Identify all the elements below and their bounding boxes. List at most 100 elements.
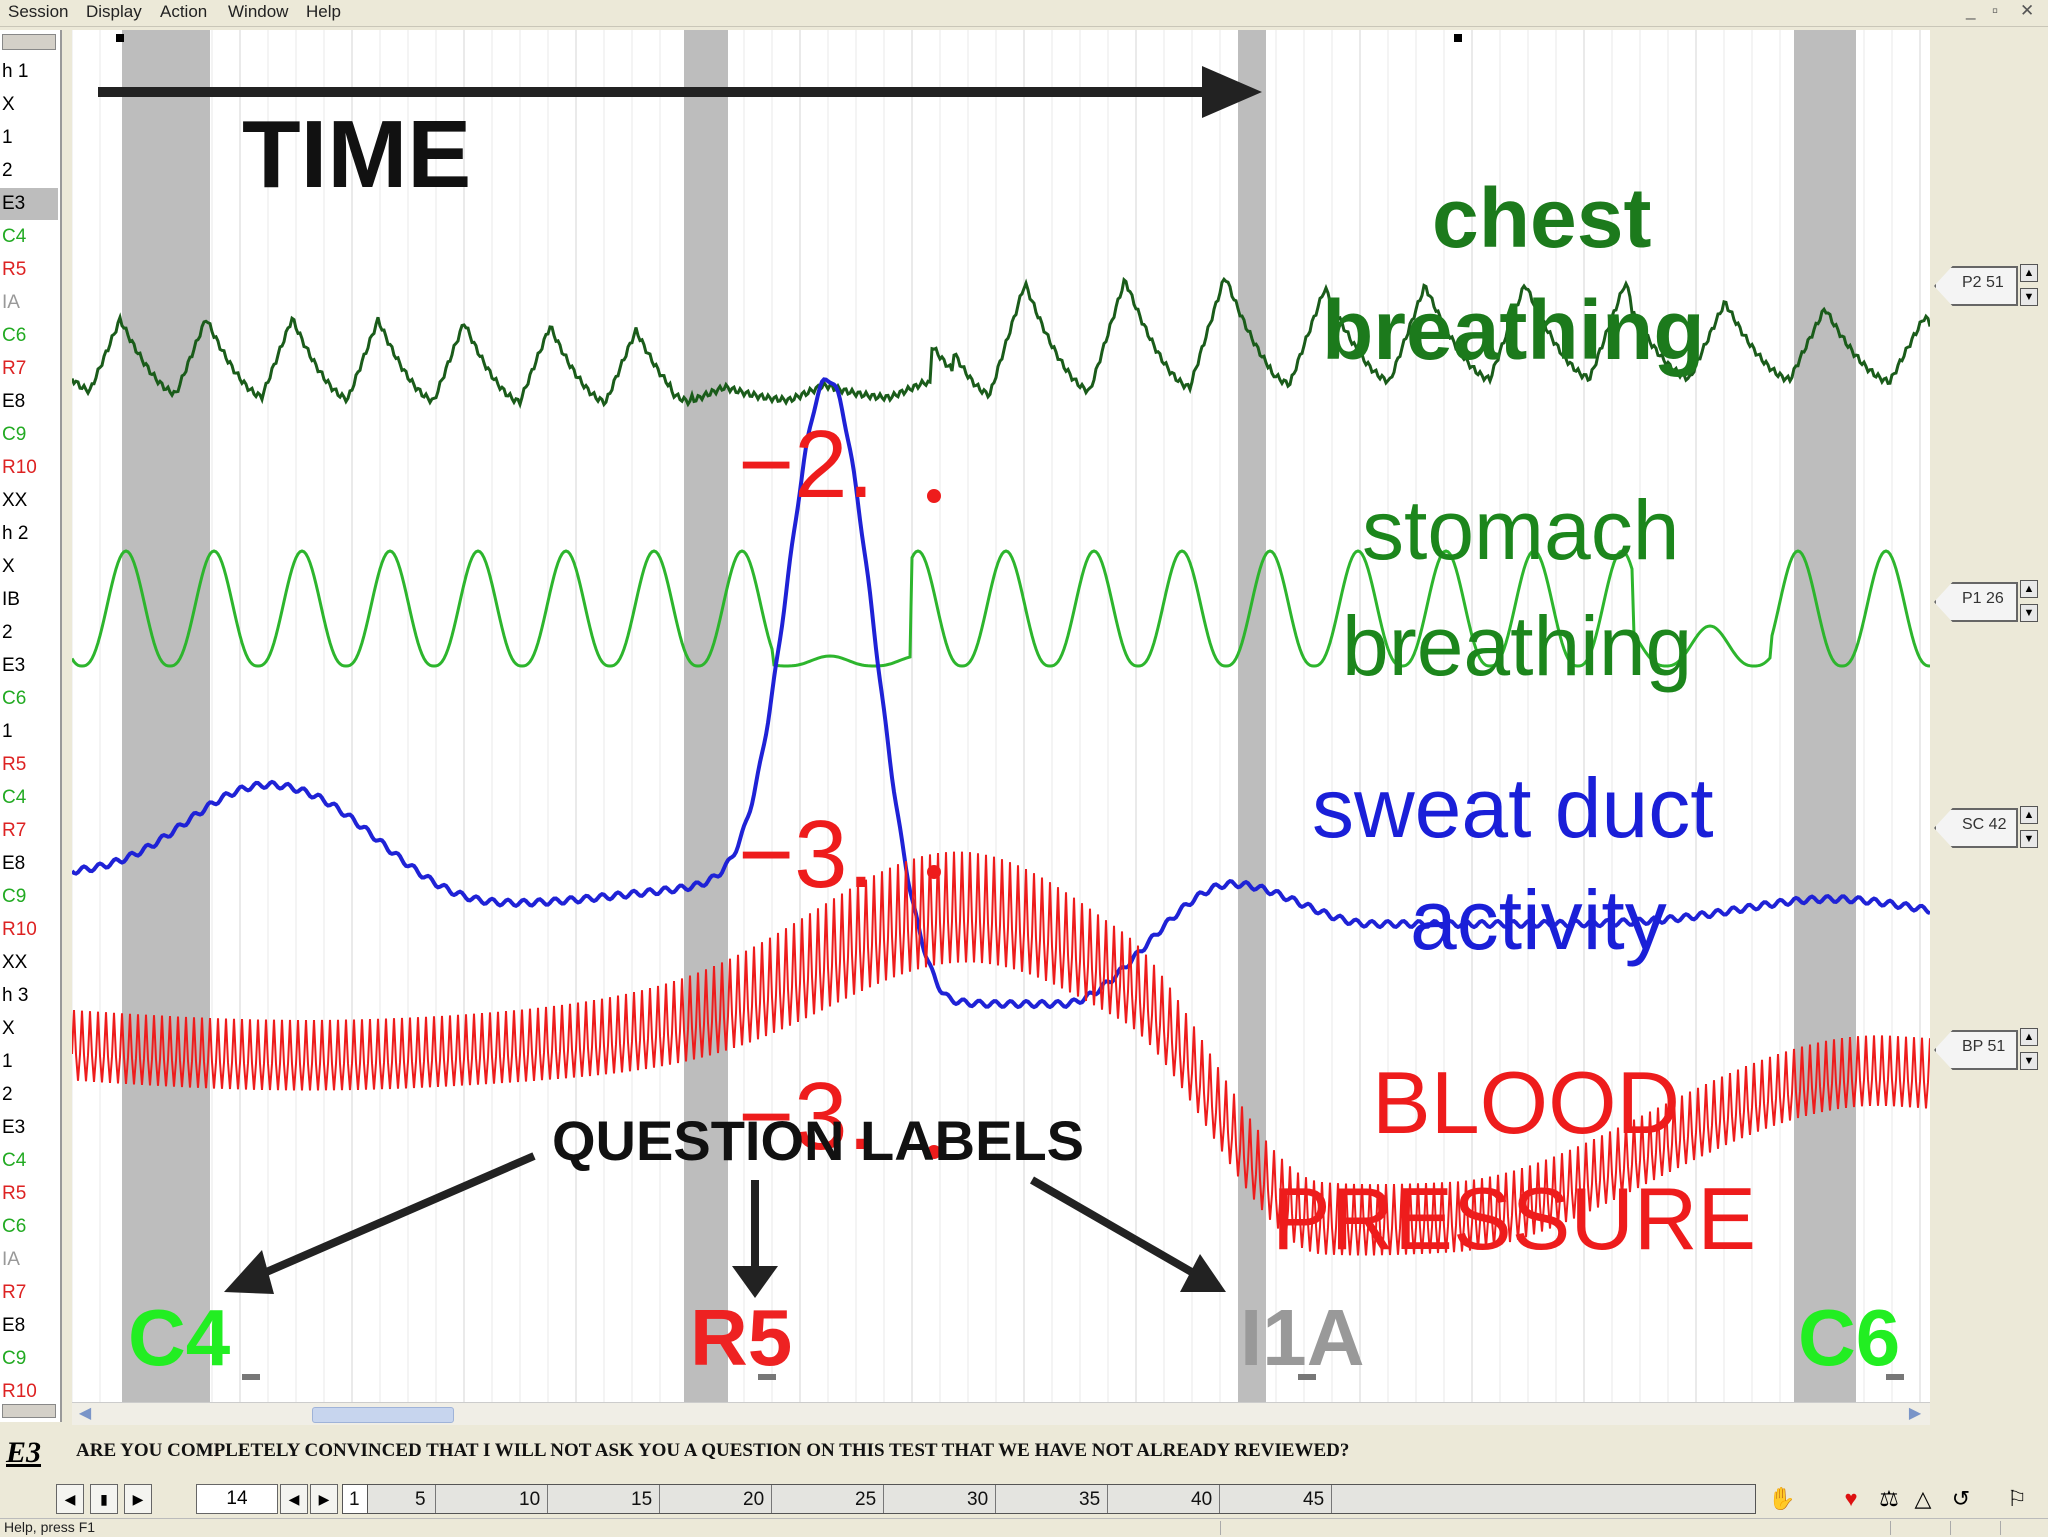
sweat-duct-label-2: activity [1410, 873, 1667, 967]
question-list-item[interactable]: 2 [2, 622, 13, 643]
previous-icon[interactable]: ◀ [56, 1484, 84, 1514]
question-list-item[interactable]: R7 [2, 358, 27, 379]
channel-bp[interactable]: BP 51 ▲ ▼ [1934, 1020, 2040, 1076]
question-list-item[interactable]: R10 [2, 919, 37, 940]
question-list-item[interactable]: R10 [2, 457, 37, 478]
question-band [684, 30, 728, 1402]
page-next-icon[interactable]: ▶ [310, 1484, 338, 1514]
question-list-item[interactable]: C6 [2, 1216, 27, 1237]
question-list-item[interactable]: C9 [2, 424, 27, 445]
question-list-item[interactable]: R10 [2, 1381, 37, 1402]
menu-window[interactable]: Window [228, 2, 289, 21]
question-list-item[interactable]: 2 [2, 160, 13, 181]
arrow-up-icon[interactable]: ▲ [2020, 580, 2038, 598]
question-list-item[interactable]: XX [2, 952, 28, 973]
question-list-item[interactable]: X [2, 94, 15, 115]
list-scroll-down[interactable] [2, 1404, 56, 1418]
question-list-item[interactable]: 1 [2, 721, 13, 742]
question-list-item[interactable]: IA [2, 292, 20, 313]
question-list-item[interactable]: E3 [2, 1117, 26, 1138]
question-list-item[interactable]: 1 [2, 127, 13, 148]
ruler-tick-label: 20 [743, 1489, 765, 1510]
question-list-item[interactable]: C4 [2, 1150, 27, 1171]
chart-ruler[interactable]: 1 5 10 15 20 25 30 35 40 45 [342, 1484, 1756, 1514]
arrow-up-icon[interactable]: ▲ [2020, 806, 2038, 824]
question-list-item[interactable]: R7 [2, 1282, 27, 1303]
flag-icon[interactable]: ⚐ [2007, 1486, 2027, 1511]
minimize-icon[interactable]: _ [1966, 1, 1976, 20]
page-prev-icon[interactable]: ◀ [280, 1484, 308, 1514]
ruler-position-indicator[interactable] [343, 1485, 368, 1513]
arrow-up-icon[interactable]: ▲ [2020, 264, 2038, 282]
question-list-item[interactable]: X [2, 1018, 15, 1039]
status-text: Help, press F1 [4, 1519, 96, 1535]
close-icon[interactable]: ✕ [2020, 1, 2035, 20]
question-list-item[interactable]: h 1 [2, 61, 29, 82]
question-list-item[interactable]: E8 [2, 391, 26, 412]
question-list-item[interactable]: 1 [2, 1051, 13, 1072]
list-scroll-up[interactable] [2, 34, 56, 50]
question-list-item[interactable]: E8 [2, 1315, 26, 1336]
question-list-item[interactable]: IA [2, 1249, 20, 1270]
menu-help[interactable]: Help [306, 2, 341, 21]
rotate-icon[interactable]: ↺ [1951, 1486, 1971, 1511]
question-list-item[interactable]: h 3 [2, 985, 29, 1006]
question-list-item[interactable]: 2 [2, 1084, 13, 1105]
channel-sc[interactable]: SC 42 ▲ ▼ [1934, 798, 2040, 854]
menu-session[interactable]: Session [8, 2, 69, 21]
channel-p1[interactable]: P1 26 ▲ ▼ [1934, 572, 2040, 628]
triangle-icon[interactable]: △ [1914, 1486, 1932, 1511]
channel-label: P2 51 [1962, 274, 2004, 291]
question-list-item[interactable]: X [2, 556, 15, 577]
question-list-item[interactable]: E3 [2, 655, 26, 676]
score-chest: −2. [738, 411, 875, 518]
ruler-tick-label: 15 [631, 1489, 653, 1510]
channel-p2[interactable]: P2 51 ▲ ▼ [1934, 256, 2040, 312]
question-list-item[interactable]: IB [2, 589, 20, 610]
heart-icon[interactable]: ♥ [1844, 1486, 1858, 1511]
channel-marker-icon [1934, 1030, 2018, 1070]
next-icon[interactable]: ▶ [124, 1484, 152, 1514]
status-divider [1220, 1521, 1221, 1535]
page-number-field[interactable]: 14 [196, 1484, 278, 1514]
question-list-item[interactable]: h 2 [2, 523, 29, 544]
arrow-down-icon[interactable]: ▼ [2020, 1052, 2038, 1070]
question-list-item[interactable]: XX [2, 490, 28, 511]
marker-r5: R5 [690, 1293, 793, 1382]
ruler-tick-label: 25 [855, 1489, 877, 1510]
question-list-item[interactable]: E3 [0, 188, 58, 220]
scroll-left-icon[interactable]: ◀ [78, 1405, 92, 1422]
navigation-bar: ◀ ▮ ▶ 14 ◀ ▶ 1 5 10 15 20 25 30 35 40 45 ✋ ♥ ⚖ △… [0, 1478, 2048, 1518]
ruler-tick [883, 1485, 884, 1513]
status-bar: Help, press F1 [0, 1518, 2048, 1537]
sweat-duct-trace [72, 377, 1930, 1010]
marker-dash [1298, 1374, 1316, 1380]
question-list-item[interactable]: E8 [2, 853, 26, 874]
menu-action[interactable]: Action [160, 2, 208, 21]
scroll-thumb[interactable] [312, 1407, 454, 1423]
scroll-right-icon[interactable]: ▶ [1908, 1405, 1922, 1422]
scale-icon[interactable]: ⚖ [1879, 1486, 1899, 1511]
arrow-up-icon[interactable]: ▲ [2020, 1028, 2038, 1046]
question-list-item[interactable]: C6 [2, 688, 27, 709]
hand-icon[interactable]: ✋ [1768, 1486, 1796, 1511]
question-list-item[interactable]: C4 [2, 226, 27, 247]
menu-display[interactable]: Display [86, 2, 142, 21]
question-list-item[interactable]: C4 [2, 787, 27, 808]
question-list-item[interactable]: C9 [2, 1348, 27, 1369]
question-list-item[interactable]: R5 [2, 259, 27, 280]
arrow-down-icon[interactable]: ▼ [2020, 288, 2038, 306]
pause-icon[interactable]: ▮ [90, 1484, 118, 1514]
question-list-item[interactable]: R7 [2, 820, 27, 841]
marker-dash [1886, 1374, 1904, 1380]
arrow-down-icon[interactable]: ▼ [2020, 604, 2038, 622]
question-list-item[interactable]: C6 [2, 325, 27, 346]
marker-dash [758, 1374, 776, 1380]
question-list-item[interactable]: R5 [2, 1183, 27, 1204]
restore-icon[interactable]: ▫ [1992, 1, 1999, 20]
question-list-item[interactable]: C9 [2, 886, 27, 907]
arrow-down-icon[interactable]: ▼ [2020, 830, 2038, 848]
ruler-tick-label: 5 [415, 1489, 426, 1510]
horizontal-scrollbar[interactable]: ◀ ▶ [72, 1402, 1930, 1425]
question-list-item[interactable]: R5 [2, 754, 27, 775]
